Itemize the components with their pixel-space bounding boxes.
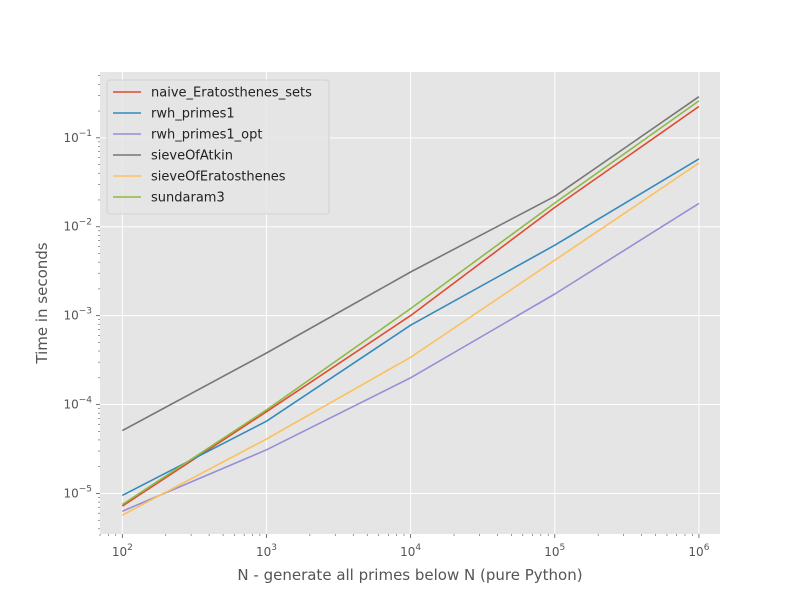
y-tick-label: 10−5 — [63, 484, 92, 500]
y-tick-label: 10−4 — [63, 396, 92, 412]
legend-label: sieveOfEratosthenes — [151, 170, 286, 185]
legend-label: sundaram3 — [151, 191, 225, 206]
x-tick-label: 104 — [400, 543, 421, 559]
y-axis-label: Time in seconds — [33, 242, 51, 364]
series-line-1 — [121, 158, 700, 497]
legend-label: sieveOfAtkin — [151, 149, 233, 164]
y-tick-label: 10−2 — [63, 218, 92, 234]
legend-label: rwh_primes1 — [151, 107, 235, 122]
series-line-0 — [121, 105, 700, 507]
legend-label: rwh_primes1_opt — [151, 128, 262, 143]
x-tick-label: 103 — [256, 543, 277, 559]
x-tick-label: 102 — [112, 543, 133, 559]
x-tick-label: 105 — [544, 543, 565, 559]
y-tick-label: 10−1 — [63, 129, 92, 145]
legend-label: naive_Eratosthenes_sets — [151, 86, 312, 101]
series-line-5 — [121, 100, 700, 506]
series-line-3 — [121, 96, 700, 432]
series-line-4 — [121, 162, 700, 516]
x-tick-label: 106 — [688, 543, 709, 559]
series-line-2 — [121, 202, 700, 513]
y-tick-label: 10−3 — [63, 307, 92, 323]
series-lines — [121, 96, 700, 516]
legend-box — [106, 79, 330, 215]
legend: naive_Eratosthenes_sets rwh_primes1 rwh_pr… — [106, 79, 330, 215]
x-axis-label: N - generate all primes below N (pure Py… — [237, 566, 582, 584]
grid — [100, 72, 720, 534]
ticks: 102 103 104 105 106 10−5 10−4 10−3 10−2 10−1 — [63, 75, 710, 559]
